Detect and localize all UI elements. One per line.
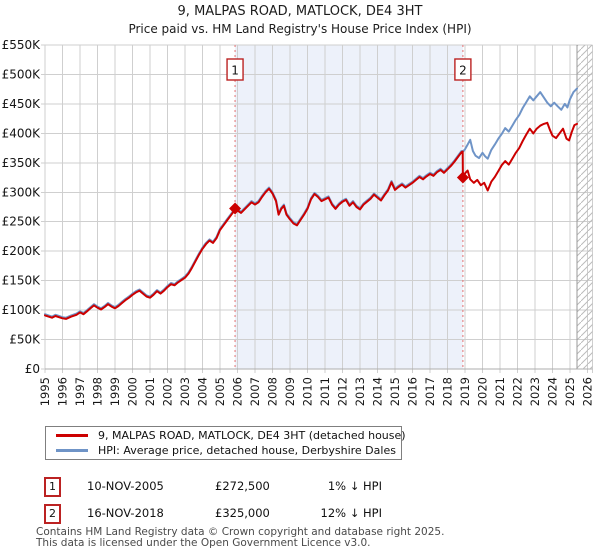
x-axis-tick-label: 2021 [493, 377, 507, 406]
x-axis-tick-label: 2005 [213, 377, 227, 406]
y-axis-tick-label: £50K [9, 333, 41, 347]
y-axis-tick-label: £450K [2, 97, 42, 111]
x-axis-tick-label: 2024 [546, 377, 560, 406]
sale-marker-box [226, 58, 244, 81]
x-axis-tick-label: 1999 [108, 377, 122, 406]
sale-annotation-row: 1 10-NOV-2005 £272,500 1% ↓ HPI [44, 477, 556, 497]
sale-point-diamond [456, 171, 469, 184]
series-line [44, 121, 578, 320]
x-axis-tick-label: 2007 [248, 377, 262, 406]
sale-marker-number: 1 [231, 64, 239, 78]
y-axis-tick-label: £100K [2, 303, 42, 317]
x-axis-tick-label: 2025 [563, 377, 577, 406]
sale-marker-box [454, 58, 472, 81]
x-axis-tick-label: 2020 [476, 377, 490, 406]
x-axis-tick-label: 2022 [511, 377, 525, 406]
x-axis-tick-label: 2003 [178, 377, 192, 406]
sale-vs-hpi: 12% ↓ HPI [320, 506, 382, 520]
x-axis-tick-label: 2013 [353, 377, 367, 406]
page-title: 9, MALPAS ROAD, MATLOCK, DE4 3HT [177, 4, 423, 19]
x-axis-tick-label: 2015 [388, 377, 402, 406]
y-axis-tick-label: £150K [2, 274, 42, 288]
page-subtitle: Price paid vs. HM Land Registry's House … [128, 22, 472, 36]
x-axis-tick-label: 2002 [161, 377, 175, 406]
y-axis-tick-label: £0 [25, 362, 40, 376]
y-axis-tick-label: £400K [2, 126, 42, 140]
y-axis-tick-label: £550K [2, 38, 42, 52]
x-axis-tick-label: 1997 [73, 377, 87, 406]
sale-date: 10-NOV-2005 [87, 479, 164, 493]
legend-label: 9, MALPAS ROAD, MATLOCK, DE4 3HT (detach… [98, 429, 406, 442]
x-axis-tick-label: 2026 [581, 377, 595, 406]
x-axis-tick-label: 2023 [528, 377, 542, 406]
legend-item: HPI: Average price, detached house, Derb… [46, 443, 401, 458]
no-data-hatch-region [577, 45, 593, 369]
sale-vs-hpi: 1% ↓ HPI [327, 479, 382, 493]
price-history-chart: 1 2 £0 £50K £100K £150K £200K £250K £300K £350K £4… [2, 38, 595, 406]
x-axis-tick-label: 2009 [283, 377, 297, 406]
between-sales-shaded-band [235, 45, 463, 369]
x-axis-tick-label: 2017 [423, 377, 437, 406]
x-axis-tick-label: 2008 [266, 377, 280, 406]
x-axis-tick-label: 2001 [143, 377, 157, 406]
x-axis-tick-label: 1995 [38, 377, 52, 406]
x-axis-tick-label: 2011 [318, 377, 332, 406]
x-axis-tick-label: 1998 [91, 377, 105, 406]
copyright-footer: Contains HM Land Registry data © Crown c… [36, 527, 444, 548]
legend-line-swatch [56, 449, 88, 452]
sale-number-badge: 2 [44, 504, 61, 524]
y-axis-tick-label: £350K [2, 156, 42, 170]
x-axis-tick-label: 2000 [126, 377, 140, 406]
x-axis-tick-label: 2010 [301, 377, 315, 406]
footer-line-2: This data is licensed under the Open Gov… [36, 536, 371, 549]
x-axis-tick-label: 2014 [371, 377, 385, 406]
sale-price: £325,000 [215, 506, 270, 520]
x-axis-tick-label: 2019 [458, 377, 472, 406]
sale-point-diamond [229, 202, 242, 215]
x-axis-tick-label: 2012 [336, 377, 350, 406]
legend-line-swatch [56, 434, 88, 437]
sale-number-badge: 1 [44, 477, 61, 497]
x-axis-tick-label: 2018 [441, 377, 455, 406]
y-axis-tick-label: £200K [2, 244, 42, 258]
legend-label: HPI: Average price, detached house, Derb… [98, 444, 396, 457]
sale-annotation-row: 2 16-NOV-2018 £325,000 12% ↓ HPI [44, 504, 556, 524]
y-axis-tick-label: £300K [2, 185, 42, 199]
sale-date: 16-NOV-2018 [87, 506, 164, 520]
y-axis-tick-label: £500K [2, 67, 42, 81]
x-axis-tick-label: 2006 [231, 377, 245, 406]
x-axis-tick-label: 2004 [196, 377, 210, 406]
sale-price: £272,500 [215, 479, 270, 493]
chart-legend: 9, MALPAS ROAD, MATLOCK, DE4 3HT (detach… [45, 426, 406, 460]
footer-line-1: Contains HM Land Registry data © Crown c… [36, 526, 445, 538]
x-axis-tick-label: 2016 [406, 377, 420, 406]
legend-item: 9, MALPAS ROAD, MATLOCK, DE4 3HT (detach… [46, 428, 406, 443]
y-axis-tick-label: £250K [2, 215, 42, 229]
x-axis-tick-label: 1996 [56, 377, 70, 406]
sale-marker-number: 2 [459, 64, 467, 78]
